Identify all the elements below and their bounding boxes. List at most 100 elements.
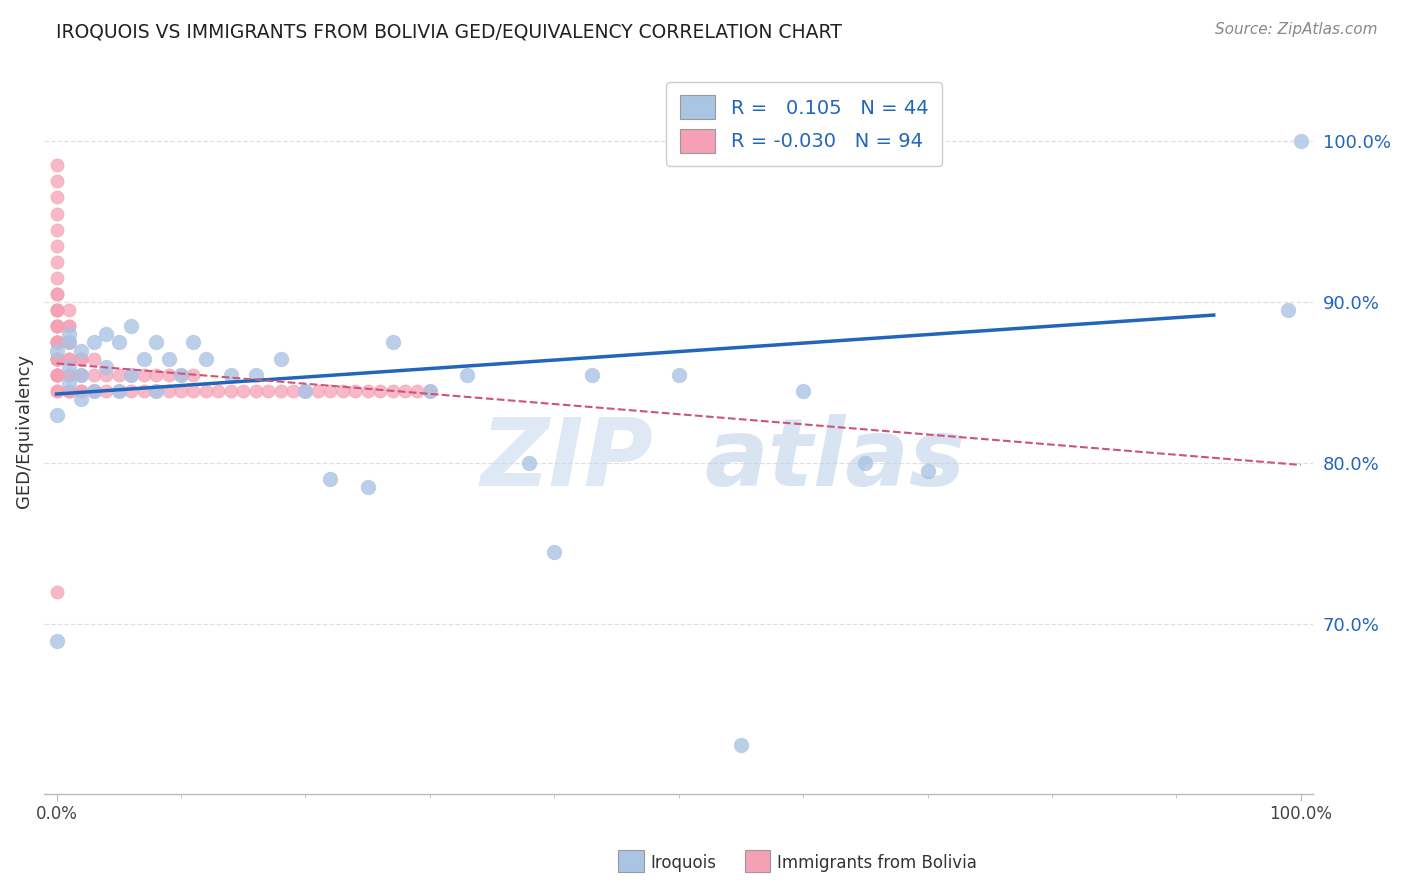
- Point: [917, 464, 939, 478]
- Text: atlas: atlas: [704, 414, 966, 506]
- Point: [270, 384, 292, 398]
- Point: [543, 545, 565, 559]
- Point: [45, 190, 67, 204]
- Point: [58, 384, 80, 398]
- Point: [145, 384, 167, 398]
- Point: [96, 384, 118, 398]
- Point: [219, 368, 242, 382]
- Point: [120, 368, 142, 382]
- Point: [456, 368, 478, 382]
- Point: [1289, 134, 1312, 148]
- Point: [45, 368, 67, 382]
- Point: [183, 335, 205, 350]
- Point: [120, 319, 142, 334]
- Point: [45, 206, 67, 220]
- Point: [70, 368, 93, 382]
- Legend: R =   0.105   N = 44, R = -0.030   N = 94: R = 0.105 N = 44, R = -0.030 N = 94: [666, 82, 942, 166]
- Point: [207, 384, 229, 398]
- Point: [45, 335, 67, 350]
- Point: [45, 319, 67, 334]
- Point: [406, 384, 429, 398]
- Text: ZIP: ZIP: [481, 414, 654, 506]
- Point: [132, 351, 155, 366]
- Point: [70, 343, 93, 358]
- Point: [157, 351, 180, 366]
- Point: [58, 335, 80, 350]
- Point: [70, 368, 93, 382]
- Point: [58, 368, 80, 382]
- Point: [45, 271, 67, 285]
- Point: [853, 456, 876, 470]
- Point: [145, 335, 167, 350]
- Point: [45, 585, 67, 599]
- Point: [45, 368, 67, 382]
- Point: [45, 222, 67, 236]
- Point: [170, 368, 193, 382]
- Point: [45, 255, 67, 269]
- Point: [58, 319, 80, 334]
- Point: [792, 384, 814, 398]
- Point: [45, 335, 67, 350]
- Point: [70, 384, 93, 398]
- Point: [245, 368, 267, 382]
- Point: [1277, 303, 1299, 318]
- Point: [294, 384, 316, 398]
- Point: [132, 384, 155, 398]
- Point: [157, 368, 180, 382]
- Point: [58, 351, 80, 366]
- Point: [96, 359, 118, 374]
- Point: [70, 368, 93, 382]
- Point: [70, 351, 93, 366]
- Point: [70, 351, 93, 366]
- Point: [45, 335, 67, 350]
- Point: [145, 368, 167, 382]
- Point: [58, 359, 80, 374]
- Point: [58, 335, 80, 350]
- Point: [58, 376, 80, 390]
- Point: [356, 481, 378, 495]
- Point: [83, 384, 105, 398]
- Point: [245, 384, 267, 398]
- Point: [70, 392, 93, 406]
- Text: Iroquois: Iroquois: [651, 855, 717, 872]
- Point: [257, 384, 280, 398]
- Point: [58, 351, 80, 366]
- Point: [319, 472, 342, 486]
- Point: [107, 335, 129, 350]
- Point: [394, 384, 416, 398]
- Point: [45, 303, 67, 318]
- Point: [58, 319, 80, 334]
- Point: [332, 384, 354, 398]
- Point: [219, 384, 242, 398]
- Point: [344, 384, 367, 398]
- Point: [45, 335, 67, 350]
- Y-axis label: GED/Equivalency: GED/Equivalency: [15, 354, 32, 508]
- Text: Source: ZipAtlas.com: Source: ZipAtlas.com: [1215, 22, 1378, 37]
- Point: [83, 384, 105, 398]
- Point: [45, 158, 67, 172]
- Point: [83, 384, 105, 398]
- Point: [120, 384, 142, 398]
- Point: [45, 351, 67, 366]
- Point: [45, 287, 67, 301]
- Point: [45, 384, 67, 398]
- Point: [281, 384, 304, 398]
- Point: [730, 739, 752, 753]
- Point: [45, 174, 67, 188]
- Point: [58, 384, 80, 398]
- Point: [45, 335, 67, 350]
- Point: [270, 351, 292, 366]
- Point: [120, 368, 142, 382]
- Point: [107, 368, 129, 382]
- Point: [356, 384, 378, 398]
- Point: [45, 303, 67, 318]
- Point: [45, 368, 67, 382]
- Point: [381, 384, 404, 398]
- Point: [45, 287, 67, 301]
- Point: [419, 384, 441, 398]
- Point: [419, 384, 441, 398]
- Point: [58, 368, 80, 382]
- Point: [45, 633, 67, 648]
- Point: [668, 368, 690, 382]
- Point: [107, 384, 129, 398]
